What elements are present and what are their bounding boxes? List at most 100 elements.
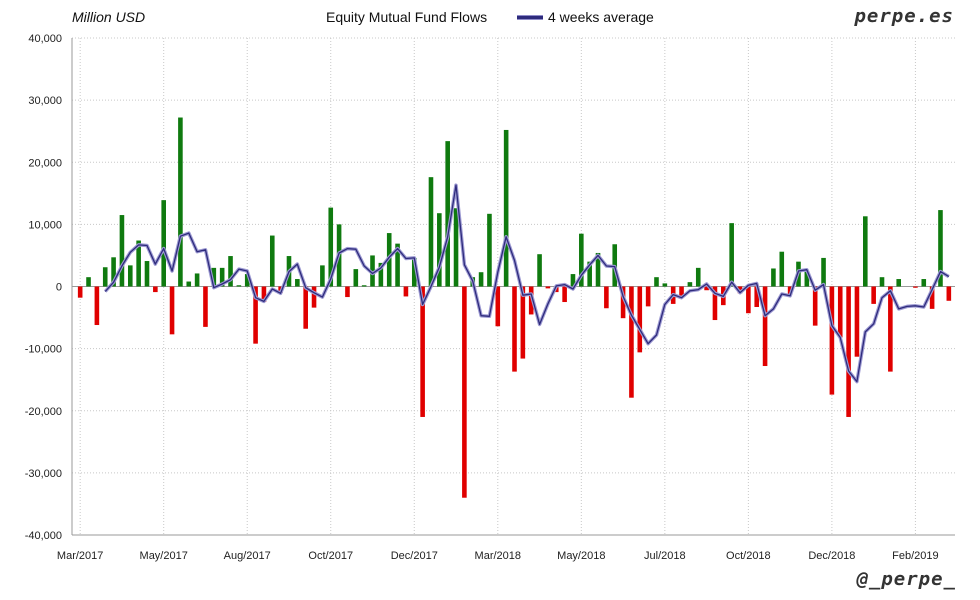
x-tick-label: Dec/2018 <box>808 550 855 562</box>
bar-negative <box>704 286 709 291</box>
y-tick-label: -30,000 <box>25 468 62 480</box>
legend-line-swatch <box>517 14 543 20</box>
bar-positive <box>178 117 183 287</box>
legend: 4 weeks average <box>517 9 654 25</box>
x-tick-label: Mar/2017 <box>57 550 103 562</box>
bar-positive <box>361 285 367 287</box>
bar-negative <box>670 286 676 304</box>
bar-positive <box>503 129 509 287</box>
bar-negative <box>528 286 534 315</box>
bar-positive <box>86 277 91 287</box>
bar-positive <box>353 269 359 287</box>
bar-negative <box>203 286 208 327</box>
x-tick-label: May/2017 <box>140 550 188 562</box>
bar-negative <box>94 286 100 326</box>
bar-positive <box>236 285 242 287</box>
bar-positive <box>695 267 701 287</box>
bar-positive <box>144 261 150 287</box>
bar-negative <box>462 286 467 498</box>
bar-negative <box>762 286 768 367</box>
y-axis-unit-label: Million USD <box>72 9 146 25</box>
bar-positive <box>879 277 885 287</box>
bar-positive <box>687 282 693 287</box>
bar-positive <box>370 255 375 287</box>
bar-positive <box>654 277 659 287</box>
bar-positive <box>194 273 200 287</box>
x-tick-label: Jul/2018 <box>644 550 686 562</box>
bar-positive <box>102 267 108 287</box>
brand-watermark-bottom: @_perpe_ <box>856 568 956 590</box>
bar-negative <box>553 286 559 293</box>
bar-positive <box>863 216 868 287</box>
bar-negative <box>253 286 258 344</box>
bar-positive <box>228 256 233 287</box>
y-tick-label: -40,000 <box>25 530 62 542</box>
bar-positive <box>336 224 342 287</box>
bar-negative <box>604 286 609 309</box>
bar-negative <box>545 286 551 289</box>
bar-positive <box>662 283 668 287</box>
y-tick-label: 40,000 <box>28 33 62 45</box>
bar-negative <box>562 286 567 303</box>
bar-negative <box>787 286 793 295</box>
bar-negative <box>754 286 760 308</box>
bar-positive <box>796 261 801 287</box>
bar-negative <box>495 286 501 327</box>
bar-negative <box>913 286 918 288</box>
bar-positive <box>595 252 601 287</box>
bar-positive <box>219 267 225 287</box>
bar-positive <box>587 261 592 287</box>
bar-positive <box>127 265 133 287</box>
bar-positive <box>771 268 776 287</box>
x-tick-label: Mar/2018 <box>475 550 521 562</box>
x-tick-label: Aug/2017 <box>224 550 271 562</box>
bar-positive <box>729 223 734 287</box>
bar-negative <box>829 286 835 395</box>
bar-negative <box>737 286 743 294</box>
bar-positive <box>111 257 116 287</box>
x-tick-label: Oct/2018 <box>726 550 771 562</box>
bar-positive <box>470 277 476 287</box>
bar-positive <box>378 262 384 287</box>
bar-positive <box>161 200 166 287</box>
brand-watermark-top: perpe.es <box>854 5 954 27</box>
bar-positive <box>269 235 275 287</box>
bar-negative <box>812 286 818 326</box>
bar-negative <box>403 286 409 297</box>
bar-positive <box>570 274 576 287</box>
bar-negative <box>721 286 726 306</box>
bar-positive <box>579 233 584 287</box>
bar-negative <box>278 286 283 293</box>
bar-positive <box>437 213 442 287</box>
bar-negative <box>311 286 317 308</box>
bar-positive <box>136 240 141 287</box>
bar-negative <box>929 286 935 309</box>
bar-negative <box>345 286 350 298</box>
bar-positive <box>328 207 334 287</box>
bar-positive <box>938 210 943 287</box>
bar-positive <box>478 272 484 287</box>
bar-positive <box>186 281 192 287</box>
bar-negative <box>620 286 626 319</box>
x-tick-label: Dec/2017 <box>391 550 438 562</box>
bar-negative <box>153 286 158 293</box>
bar-negative <box>854 286 860 357</box>
bar-negative <box>946 286 952 301</box>
x-tick-label: Feb/2019 <box>892 550 938 562</box>
bar-positive <box>320 265 325 287</box>
bar-negative <box>77 286 83 298</box>
avg-line-glow <box>103 183 950 384</box>
x-tick-label: May/2018 <box>557 550 605 562</box>
bar-negative <box>629 286 634 398</box>
bar-negative <box>645 286 651 307</box>
x-tick-label: Oct/2017 <box>308 550 353 562</box>
avg-line <box>104 184 950 383</box>
bar-negative <box>637 286 643 353</box>
bar-positive <box>445 141 450 287</box>
bar-positive <box>428 177 434 287</box>
bar-negative <box>261 286 267 303</box>
bar-positive <box>804 270 810 287</box>
bar-positive <box>295 279 300 287</box>
